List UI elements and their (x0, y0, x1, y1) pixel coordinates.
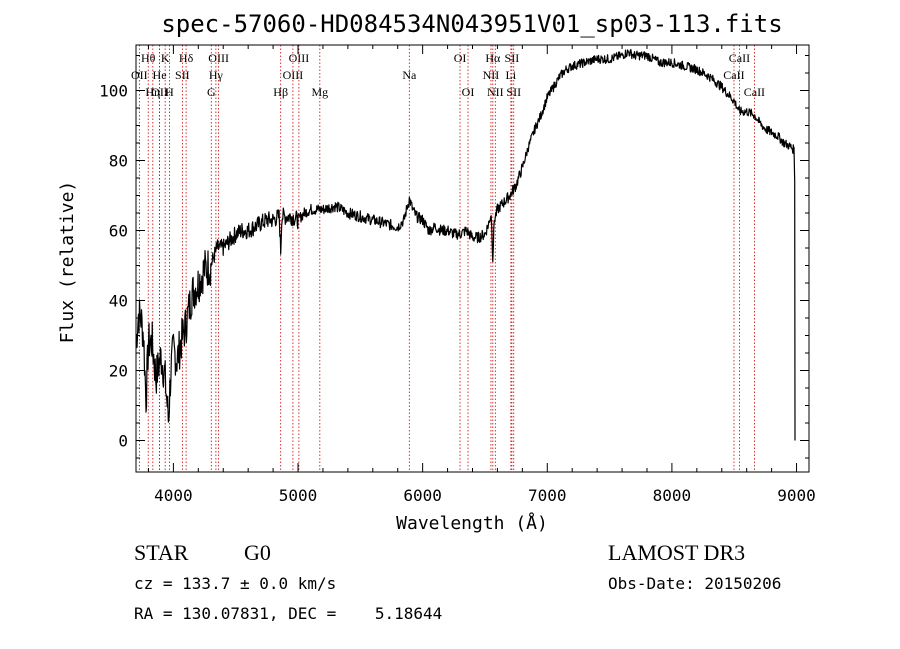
line-label-H-delta: Hδ (179, 51, 194, 65)
line-label-G: G (207, 85, 216, 99)
x-axis-label: Wavelength (Å) (396, 512, 548, 534)
line-label-OIII-4363: OIII (208, 51, 229, 65)
line-label-SII-6716: SII (505, 51, 520, 65)
x-tick-label-6000: 6000 (403, 486, 442, 505)
spectral-line-labels: OIIHθHηHeOIIKHSIIHδGHγOIIIHβOIIIOIIIMgNa… (131, 51, 765, 99)
y-tick-label-100: 100 (99, 82, 128, 101)
line-label-Li: Li (506, 68, 517, 82)
line-label-H-gamma: Hγ (209, 68, 224, 82)
line-label-OII: OII (131, 68, 148, 82)
line-label-H: H (165, 85, 174, 99)
chart-title: spec-57060-HD084534N043951V01_sp03-113.f… (161, 10, 782, 38)
star-class: STAR (134, 540, 189, 565)
y-tick-label-20: 20 (109, 362, 128, 381)
spectrum-line (135, 48, 796, 441)
x-tick-label-9000: 9000 (777, 486, 816, 505)
line-label-SII-blue: SII (175, 68, 190, 82)
line-label-OI-6300: OI (454, 51, 467, 65)
line-label-CaII-8498: CaII (723, 68, 744, 82)
y-axis: 0 20 40 60 80 100 (99, 55, 809, 459)
line-label-NII-6583: NII (487, 85, 504, 99)
line-label-SII-6731: SII (506, 85, 521, 99)
line-label-OIII-5007: OIII (289, 51, 310, 65)
x-tick-label-4000: 4000 (154, 486, 193, 505)
redshift-cz: cz = 133.7 ± 0.0 km/s (134, 574, 337, 593)
line-label-OIII-4959: OIII (283, 68, 304, 82)
y-axis-label: Flux (relative) (57, 181, 78, 344)
spectral-line-markers (138, 45, 755, 472)
line-label-CaII-8542: CaII (729, 51, 750, 65)
x-tick-label-8000: 8000 (653, 486, 692, 505)
line-label-H-beta: Hβ (273, 85, 288, 99)
line-label-OI-6364: OI (462, 85, 475, 99)
line-label-H-theta: Hθ (141, 51, 156, 65)
obs-date: Obs-Date: 20150206 (608, 574, 782, 593)
x-tick-label-5000: 5000 (279, 486, 318, 505)
line-label-CaII-8662: CaII (744, 85, 765, 99)
coordinates: RA = 130.07831, DEC = 5.18644 (134, 604, 443, 623)
x-tick-label-7000: 7000 (528, 486, 567, 505)
line-label-H-alpha: Hα (485, 51, 501, 65)
line-label-K: K (161, 51, 170, 65)
line-label-NII-6548: NII (483, 68, 500, 82)
survey-name: LAMOST DR3 (608, 540, 746, 565)
y-tick-label-60: 60 (109, 222, 128, 241)
star-subclass: G0 (244, 540, 271, 565)
line-label-H-eta: Hη (145, 85, 160, 99)
line-label-Na: Na (402, 68, 417, 82)
plot-frame (135, 44, 810, 473)
x-axis: 4000 5000 6000 7000 8000 9000 (147, 45, 816, 505)
y-tick-label-80: 80 (109, 152, 128, 171)
y-tick-label-40: 40 (109, 292, 128, 311)
line-label-HeI: He (153, 68, 167, 82)
line-label-H-zeta: OII (151, 85, 168, 99)
y-tick-label-0: 0 (118, 432, 128, 451)
line-label-Mg: Mg (311, 85, 328, 99)
